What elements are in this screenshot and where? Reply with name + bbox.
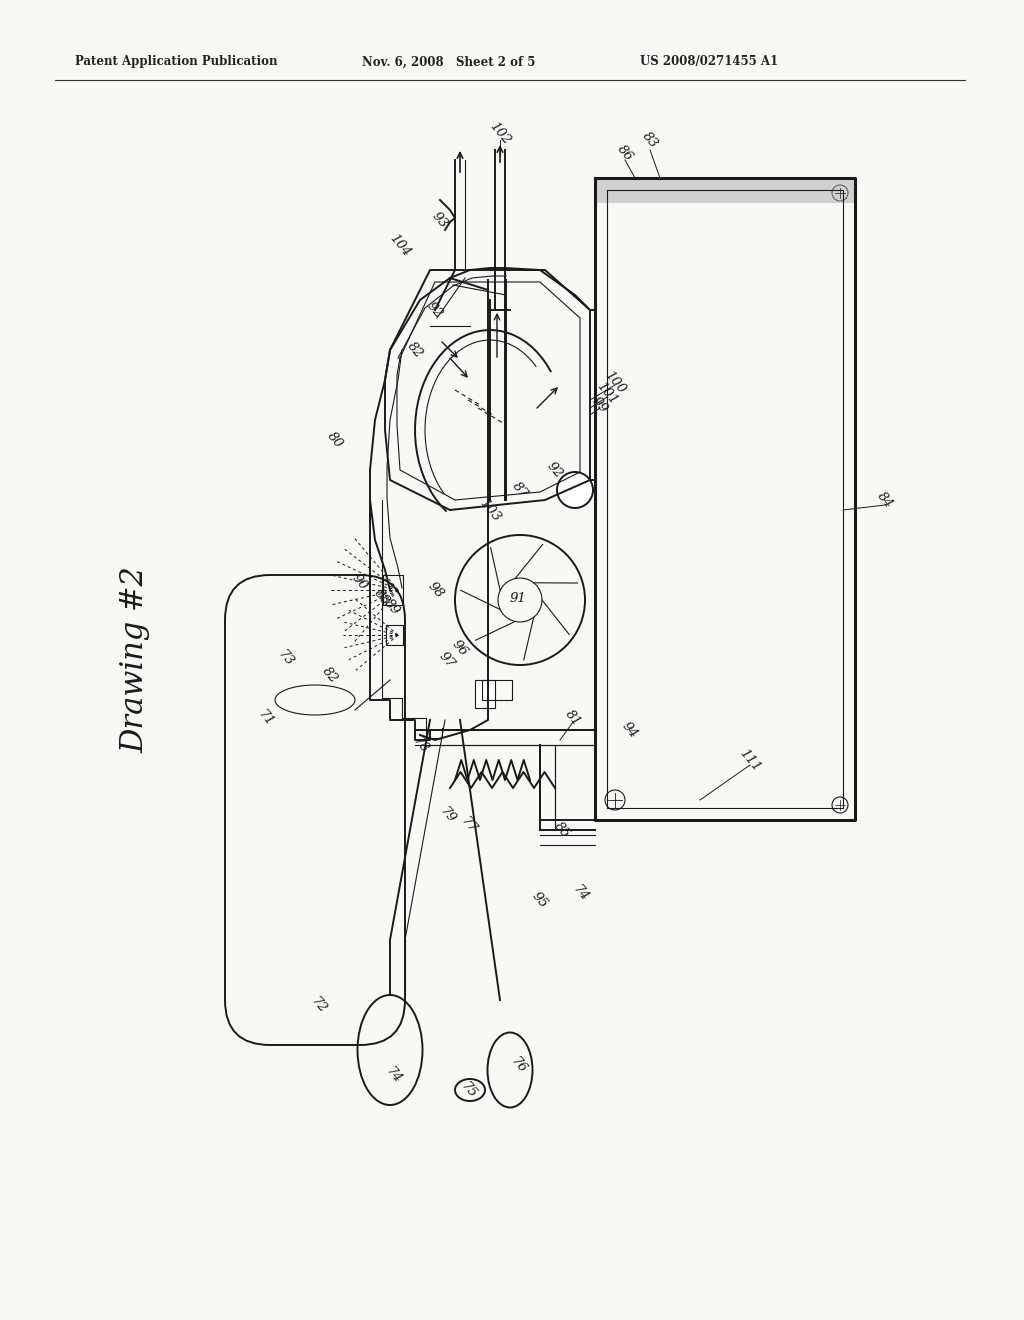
Text: 72: 72 (307, 994, 329, 1015)
Text: 81: 81 (562, 708, 584, 729)
Text: 97: 97 (436, 649, 458, 671)
Text: 83: 83 (640, 129, 660, 150)
Text: 104: 104 (387, 231, 413, 259)
Text: 92: 92 (425, 300, 445, 321)
Text: 73: 73 (274, 647, 295, 669)
Text: 79: 79 (436, 804, 458, 825)
Text: 86: 86 (614, 143, 635, 164)
Text: 82: 82 (319, 664, 340, 685)
Text: 80: 80 (325, 429, 345, 450)
Text: 82: 82 (404, 339, 425, 360)
Text: 76: 76 (508, 1055, 528, 1076)
Bar (475, 680, 495, 708)
Text: 100: 100 (602, 368, 628, 396)
Text: 103: 103 (477, 496, 503, 524)
Text: 102: 102 (487, 119, 513, 147)
Text: 93: 93 (430, 210, 451, 231)
Circle shape (557, 473, 593, 508)
Text: Patent Application Publication: Patent Application Publication (75, 55, 278, 69)
Text: 74: 74 (569, 882, 591, 904)
Text: US 2008/0271455 A1: US 2008/0271455 A1 (640, 55, 778, 69)
Text: 87: 87 (510, 479, 530, 500)
Text: 95: 95 (529, 890, 550, 911)
Text: 84: 84 (874, 490, 895, 511)
Text: 78: 78 (410, 734, 430, 755)
Text: 92: 92 (545, 459, 565, 480)
Text: 89: 89 (382, 597, 402, 618)
Text: 85: 85 (552, 820, 572, 841)
Text: 91: 91 (510, 591, 526, 605)
Text: 98: 98 (426, 579, 446, 601)
Text: 71: 71 (255, 708, 275, 729)
Text: 77: 77 (458, 814, 478, 836)
Text: 90: 90 (349, 572, 371, 593)
Bar (595, 178, 855, 203)
Text: 96: 96 (450, 638, 470, 659)
Text: 75: 75 (458, 1080, 478, 1101)
Text: 99: 99 (590, 395, 610, 416)
Text: 101: 101 (594, 379, 621, 407)
Text: 111: 111 (737, 746, 763, 774)
Text: 88: 88 (372, 586, 392, 607)
Text: 94: 94 (620, 719, 640, 741)
Text: Drawing #2: Drawing #2 (120, 566, 151, 754)
Text: Nov. 6, 2008   Sheet 2 of 5: Nov. 6, 2008 Sheet 2 of 5 (362, 55, 536, 69)
Text: 74: 74 (383, 1064, 403, 1085)
